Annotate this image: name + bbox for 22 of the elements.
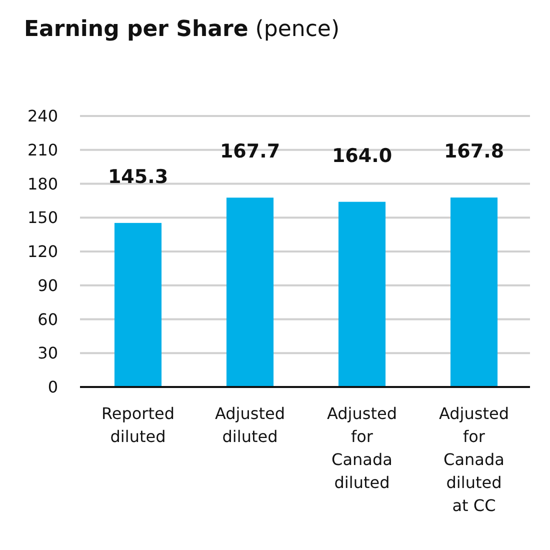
bar — [450, 198, 498, 387]
bar — [338, 202, 386, 387]
chart-title: Earning per Share (pence) — [24, 17, 340, 42]
y-tick-label: 180 — [27, 174, 58, 194]
y-tick-label: 60 — [38, 310, 58, 329]
y-tick-label: 30 — [38, 344, 58, 363]
y-tick-label: 90 — [38, 276, 58, 295]
data-label: 167.8 — [444, 140, 504, 163]
x-tick-label: Reported diluted — [101, 404, 175, 446]
y-tick-label: 0 — [48, 378, 58, 397]
y-tick-label: 210 — [27, 140, 58, 160]
data-label: 164.0 — [332, 144, 392, 167]
x-tick-label: Adjusted for Canada diluted at CC — [438, 404, 510, 515]
x-tick-label: Adjusted diluted — [214, 404, 286, 446]
y-tick-label: 120 — [27, 242, 58, 262]
y-tick-label: 240 — [27, 106, 58, 126]
x-tick-label: Adjusted for Canada diluted — [326, 404, 398, 492]
data-label: 145.3 — [108, 166, 168, 188]
y-tick-label: 150 — [27, 208, 58, 228]
data-label: 167.7 — [220, 140, 280, 163]
bar — [114, 222, 162, 387]
bar — [226, 198, 274, 387]
